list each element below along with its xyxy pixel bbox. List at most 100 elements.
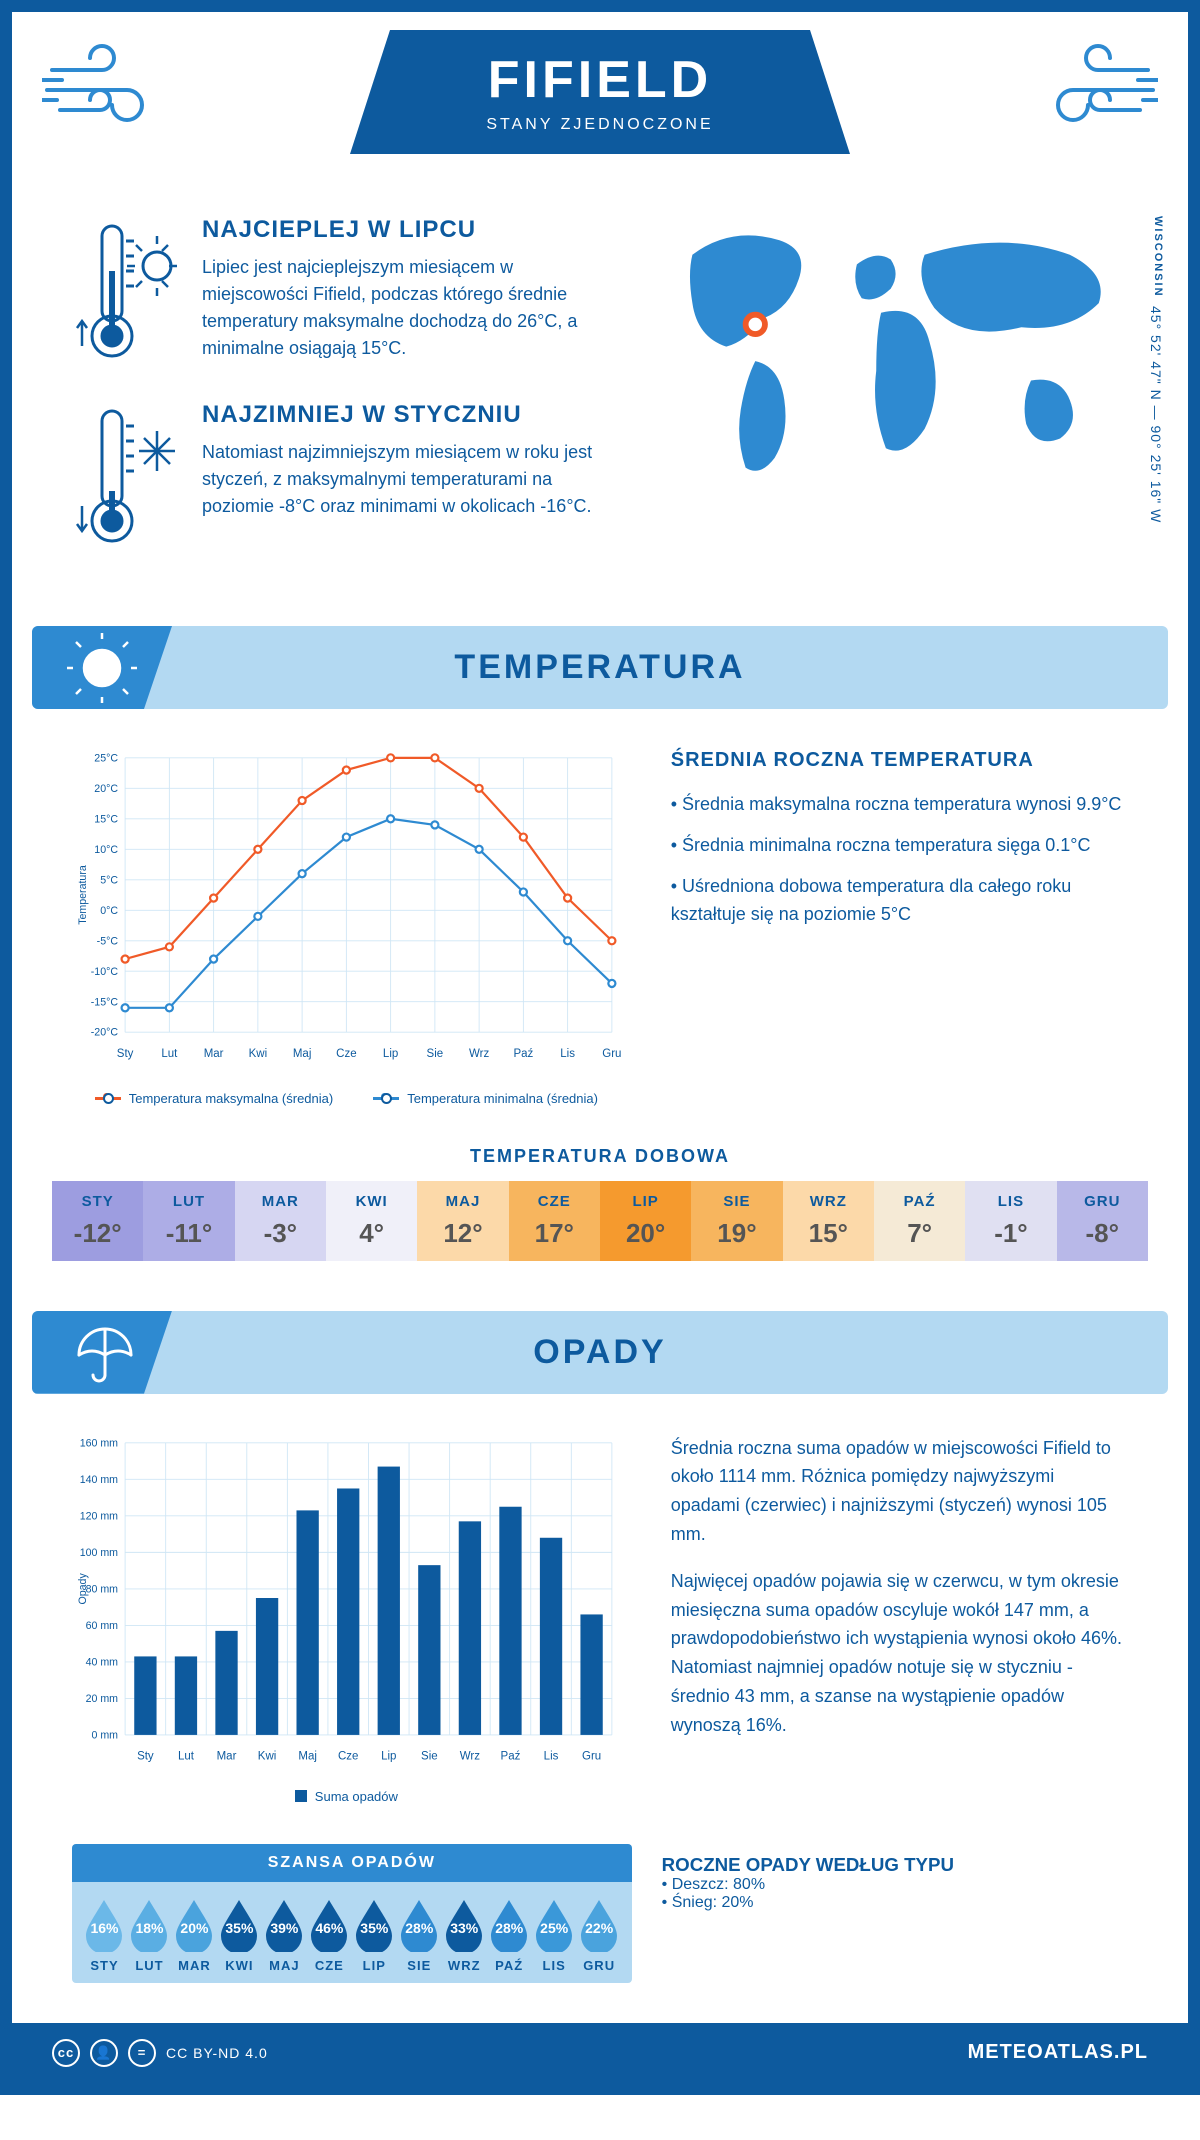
precip-p1: Średnia roczna suma opadów w miejscowośc… — [671, 1434, 1128, 1549]
thermometer-hot-icon — [72, 216, 182, 371]
svg-text:25°C: 25°C — [94, 752, 118, 764]
raindrop-icon: 46% — [307, 1896, 351, 1952]
daily-temp-cell: CZE 17° — [509, 1181, 600, 1261]
chance-cell: 28% SIE — [397, 1896, 442, 1973]
location-marker-icon — [746, 315, 765, 334]
section-title: OPADY — [32, 1333, 1168, 1372]
month-label: SIE — [397, 1958, 442, 1973]
temp-value: -8° — [1057, 1218, 1148, 1249]
month-label: CZE — [509, 1193, 600, 1210]
nd-icon: = — [128, 2039, 156, 2067]
month-label: WRZ — [783, 1193, 874, 1210]
svg-text:-20°C: -20°C — [91, 1027, 119, 1039]
svg-text:Lis: Lis — [560, 1048, 575, 1060]
coordinates: 45° 52' 47" N — 90° 25' 16" W — [1148, 306, 1164, 523]
svg-text:Lip: Lip — [381, 1750, 396, 1762]
precip-p2: Najwięcej opadów pojawia się w czerwcu, … — [671, 1567, 1128, 1740]
chance-pct: 22% — [585, 1920, 613, 1936]
chance-cell: 20% MAR — [172, 1896, 217, 1973]
thermometer-cold-icon — [72, 401, 182, 556]
chance-cell: 18% LUT — [127, 1896, 172, 1973]
month-label: MAJ — [262, 1958, 307, 1973]
daily-temp-title: TEMPERATURA DOBOWA — [12, 1146, 1188, 1167]
raindrop-icon: 20% — [172, 1896, 216, 1952]
month-label: KWI — [326, 1193, 417, 1210]
svg-text:Lut: Lut — [178, 1750, 195, 1762]
legend-item: Temperatura maksymalna (średnia) — [95, 1091, 333, 1106]
svg-text:Lis: Lis — [544, 1750, 559, 1762]
svg-text:Lut: Lut — [161, 1048, 178, 1060]
svg-text:Sty: Sty — [137, 1750, 154, 1762]
chance-cell: 35% LIP — [352, 1896, 397, 1973]
site-name: METEOATLAS.PL — [968, 2041, 1148, 2064]
svg-text:-15°C: -15°C — [91, 996, 119, 1008]
intro-section: NAJCIEPLEJ W LIPCU Lipiec jest najcieple… — [12, 216, 1188, 626]
infographic-frame: FIFIELD STANY ZJEDNOCZONE — [0, 0, 1200, 2095]
raindrop-icon: 35% — [352, 1896, 396, 1952]
precip-snow: • Śnieg: 20% — [662, 1894, 1128, 1912]
month-label: LUT — [127, 1958, 172, 1973]
temperature-line-chart: -20°C-15°C-10°C-5°C0°C5°C10°C15°C20°C25°… — [72, 749, 621, 1106]
cold-title: NAJZIMNIEJ W STYCZNIU — [202, 401, 604, 429]
svg-text:100 mm: 100 mm — [80, 1547, 118, 1559]
chart-legend: Temperatura maksymalna (średnia) Temperat… — [72, 1091, 621, 1106]
svg-text:Cze: Cze — [336, 1048, 356, 1060]
svg-text:Maj: Maj — [293, 1048, 312, 1060]
precipitation-bar-chart: 0 mm20 mm40 mm60 mm80 mm100 mm120 mm140 … — [72, 1434, 621, 1804]
state-label: WISCONSIN — [1152, 216, 1164, 298]
month-label: MAJ — [417, 1193, 508, 1210]
daily-temp-cell: MAR-3° — [235, 1181, 326, 1261]
daily-temp-cell: STY-12° — [52, 1181, 143, 1261]
chance-pct: 20% — [180, 1920, 208, 1936]
daily-temp-cell: SIE19° — [691, 1181, 782, 1261]
chance-cell: 35% KWI — [217, 1896, 262, 1973]
world-map-icon — [644, 216, 1128, 487]
raindrop-icon: 18% — [127, 1896, 171, 1952]
header: FIFIELD STANY ZJEDNOCZONE — [12, 12, 1188, 216]
wind-icon — [42, 40, 192, 140]
raindrop-icon: 28% — [487, 1896, 531, 1952]
cc-icon: cc — [52, 2039, 80, 2067]
raindrop-icon: 22% — [577, 1896, 621, 1952]
svg-text:Cze: Cze — [338, 1750, 358, 1762]
svg-text:-10°C: -10°C — [91, 966, 119, 978]
svg-text:Kwi: Kwi — [258, 1750, 277, 1762]
chance-cell: 46% CZE — [307, 1896, 352, 1973]
month-label: GRU — [1057, 1193, 1148, 1210]
daily-temp-cell: LIP20° — [600, 1181, 691, 1261]
svg-text:Sty: Sty — [117, 1048, 134, 1060]
cold-body: Natomiast najzimniejszym miesiącem w rok… — [202, 439, 604, 520]
chance-pct: 35% — [225, 1920, 253, 1936]
title-banner: FIFIELD STANY ZJEDNOCZONE — [350, 30, 850, 154]
svg-text:Mar: Mar — [217, 1750, 237, 1762]
svg-text:0°C: 0°C — [100, 905, 118, 917]
svg-text:Wrz: Wrz — [469, 1048, 489, 1060]
month-label: MAR — [172, 1958, 217, 1973]
svg-text:120 mm: 120 mm — [80, 1510, 118, 1522]
precipitation-section-header: OPADY — [32, 1311, 1168, 1394]
svg-text:60 mm: 60 mm — [86, 1620, 119, 1632]
svg-text:0 mm: 0 mm — [91, 1729, 118, 1741]
svg-text:Mar: Mar — [204, 1048, 224, 1060]
temp-value: -3° — [235, 1218, 326, 1249]
raindrop-icon: 16% — [82, 1896, 126, 1952]
wind-icon — [1008, 40, 1158, 140]
svg-text:20 mm: 20 mm — [86, 1693, 119, 1705]
month-label: PAŹ — [874, 1193, 965, 1210]
chance-pct: 28% — [495, 1920, 523, 1936]
svg-text:20°C: 20°C — [94, 783, 118, 795]
svg-text:-5°C: -5°C — [97, 935, 119, 947]
daily-temp-cell: WRZ 15° — [783, 1181, 874, 1261]
chance-title: SZANSA OPADÓW — [72, 1844, 632, 1882]
legend-item: Temperatura minimalna (średnia) — [373, 1091, 598, 1106]
svg-text:Wrz: Wrz — [460, 1750, 480, 1762]
city-name: FIFIELD — [470, 50, 730, 110]
svg-text:Opady: Opady — [77, 1572, 89, 1604]
temp-value: 17° — [509, 1218, 600, 1249]
raindrop-icon: 33% — [442, 1896, 486, 1952]
precip-type-title: ROCZNE OPADY WEDŁUG TYPU — [662, 1854, 1128, 1876]
country-name: STANY ZJEDNOCZONE — [470, 116, 730, 134]
temp-value: 15° — [783, 1218, 874, 1249]
month-label: KWI — [217, 1958, 262, 1973]
raindrop-icon: 35% — [217, 1896, 261, 1952]
